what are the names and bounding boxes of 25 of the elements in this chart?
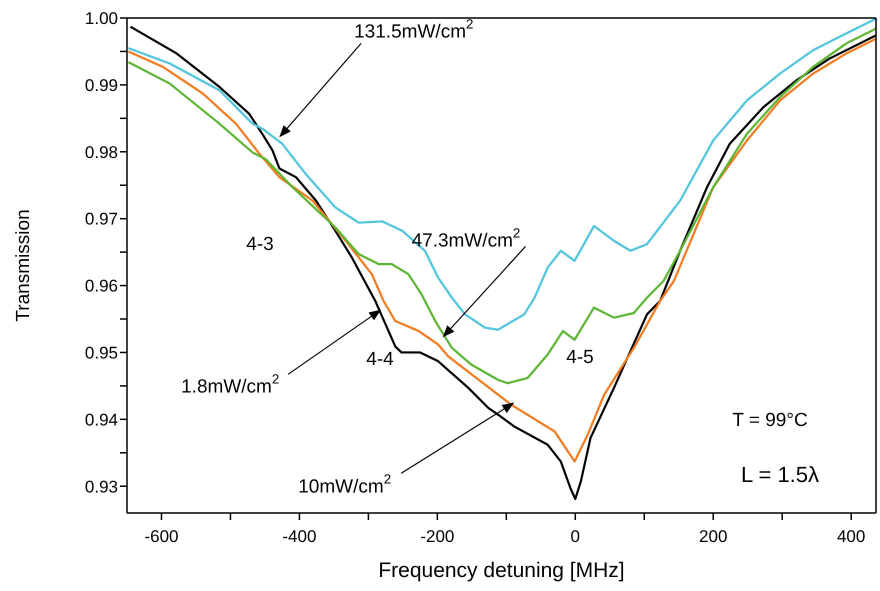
annotation: 4-4	[366, 349, 394, 370]
y-tick-label: 0.94	[84, 410, 118, 430]
y-tick-label: 0.98	[84, 142, 118, 162]
annotation: 1.8mW/cm$^{2}$	[181, 371, 280, 398]
annotation: 47.3mW/cm$^{2}$	[412, 225, 520, 252]
y-tick-label: 0.99	[84, 76, 118, 95]
annotation: 131.5mW/cm$^{2}$	[354, 16, 474, 42]
y-tick-label: 1.00	[84, 9, 118, 28]
x-tick-label: -400	[282, 527, 316, 546]
y-tick-label: 0.97	[84, 210, 118, 229]
x-tick-label: 200	[699, 527, 728, 546]
x-tick-label: -600	[144, 527, 178, 546]
y-tick-label: 0.95	[84, 343, 118, 362]
annotation: 4-3	[246, 234, 274, 256]
annotation: 4-5	[566, 347, 594, 368]
y-tick-label: 0.96	[84, 276, 118, 296]
x-tick-label: -200	[420, 527, 454, 546]
annotation: T = 99°C	[732, 410, 808, 432]
annotation: L = 1.5λ	[740, 462, 820, 487]
annotation: 10mW/cm$^{2}$	[298, 471, 392, 498]
x-tick-label: 400	[836, 527, 866, 546]
y-tick-label: 0.93	[84, 477, 118, 496]
x-axis-title: Frequency detuning [MHz]	[378, 559, 625, 582]
x-tick-label: 0	[570, 527, 580, 546]
y-axis-title: Transmission	[13, 209, 34, 322]
